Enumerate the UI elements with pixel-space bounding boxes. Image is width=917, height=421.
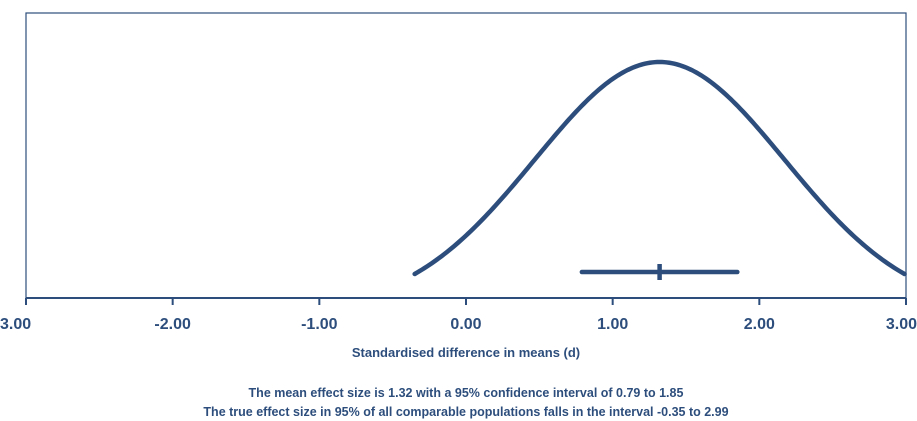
x-tick-label: 2.00 bbox=[744, 316, 775, 333]
x-tick-label: -2.00 bbox=[154, 316, 191, 333]
x-tick-label: -1.00 bbox=[301, 316, 338, 333]
x-axis-title: Standardised difference in means (d) bbox=[352, 345, 580, 360]
x-tick-label: 3.00 bbox=[0, 316, 31, 333]
x-tick-label: 1.00 bbox=[597, 316, 628, 333]
x-tick-label: 0.00 bbox=[450, 316, 481, 333]
x-axis-tick-labels: 3.00 -2.00 -1.00 0.00 1.00 2.00 3.00 bbox=[0, 316, 917, 333]
x-axis-ticks bbox=[25, 298, 907, 305]
distribution-curve bbox=[412, 59, 907, 277]
prediction-interval-summary: The true effect size in 95% of all compa… bbox=[203, 405, 728, 419]
x-tick-label: 3.00 bbox=[886, 316, 917, 333]
plot-frame bbox=[25, 12, 907, 299]
mean-effect-summary: The mean effect size is 1.32 with a 95% … bbox=[249, 386, 684, 400]
